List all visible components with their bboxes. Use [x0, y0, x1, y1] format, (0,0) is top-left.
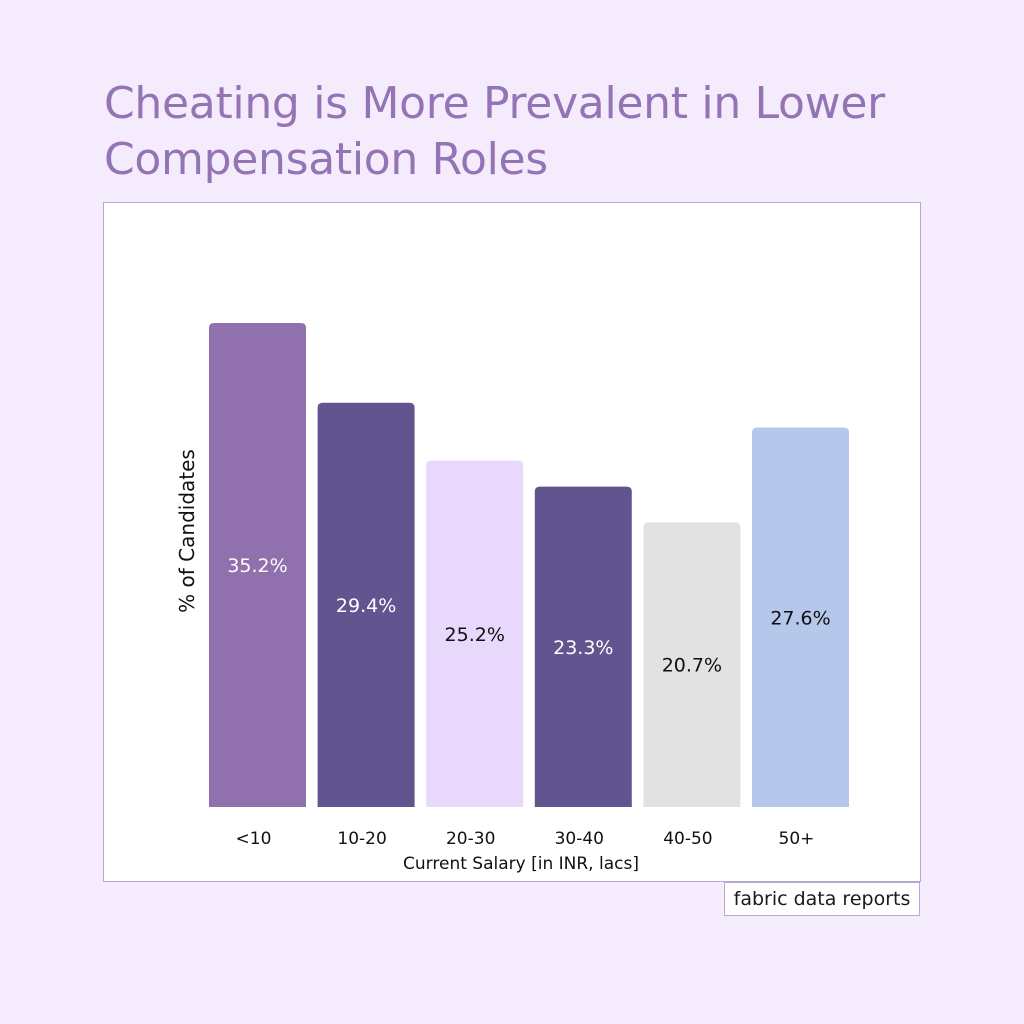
x-tick-label: 30-40 — [555, 829, 604, 849]
x-axis-label: Current Salary [in INR, lacs] — [403, 854, 639, 874]
y-axis-label: % of Candidates — [175, 449, 199, 613]
bar-value-label: 29.4% — [336, 595, 396, 617]
bar-50+ — [752, 427, 849, 807]
x-tick-label: 40-50 — [663, 829, 712, 849]
bar-value-label: 27.6% — [770, 607, 830, 629]
value-labels-layer: 35.2% 29.4% 25.2% 23.3% 20.7% 27.6% — [227, 555, 830, 677]
bar-30-40 — [534, 486, 632, 807]
chart-title: Cheating is More Prevalent in Lower Comp… — [104, 78, 885, 185]
bar-10-20 — [317, 402, 415, 807]
source-badge: fabric data reports — [724, 882, 920, 916]
x-tick-label: 10-20 — [337, 829, 386, 849]
bar-20-30 — [426, 460, 524, 807]
x-tick-label: 50+ — [779, 829, 815, 849]
chart-panel: 35.2% 29.4% 25.2% 23.3% 20.7% 27.6% <10 10-20 2… — [103, 202, 921, 882]
tick-labels-layer: <10 10-20 20-30 30-40 40-50 50+ — [236, 829, 815, 849]
bar-value-label: 35.2% — [227, 555, 287, 577]
x-tick-label: <10 — [236, 829, 272, 849]
bar-chart: 35.2% 29.4% 25.2% 23.3% 20.7% 27.6% <10 10-20 2… — [175, 323, 849, 874]
bar-value-label: 25.2% — [445, 624, 505, 646]
bar-<10 — [209, 323, 306, 807]
bar-value-label: 23.3% — [553, 637, 613, 659]
bar-40-50 — [643, 522, 741, 807]
bar-value-label: 20.7% — [662, 655, 722, 677]
x-tick-label: 20-30 — [446, 829, 495, 849]
bars-layer — [209, 323, 849, 807]
